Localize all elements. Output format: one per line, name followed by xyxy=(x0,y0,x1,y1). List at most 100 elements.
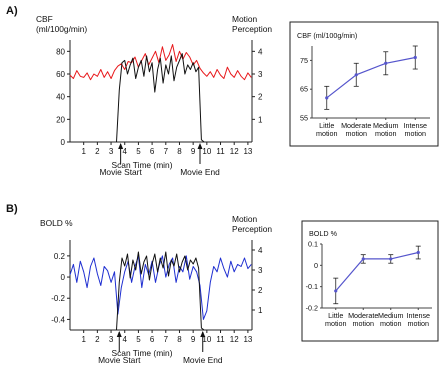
A-y-tick-right-label: 3 xyxy=(258,70,263,79)
A-y-tick-right-label: 2 xyxy=(258,93,263,102)
B-y-tick-left-label: 0 xyxy=(61,273,66,282)
inset-b-cat-label: motion xyxy=(407,319,429,328)
A-x-tick-label: 7 xyxy=(164,147,169,156)
B-x-tick-label: 8 xyxy=(177,335,182,344)
inset-b-cat-label: Medium xyxy=(378,311,404,320)
IA-y-tick-label: 65 xyxy=(300,85,308,94)
panel-a: A) CBF (ml/100g/min) Motion Perception S… xyxy=(6,5,272,177)
IB-y-tick-label: -0.2 xyxy=(306,304,318,313)
IB-series-line xyxy=(335,251,419,292)
A-y-tick-left-label: 80 xyxy=(56,47,65,56)
inset-b: BOLD % -0.2 -0.1 0 0.1 Little motion Modera… xyxy=(301,220,439,342)
A-x-tick-label: 8 xyxy=(177,147,182,156)
A-x-tick-label: 2 xyxy=(95,147,100,156)
A-series-0-line xyxy=(69,44,252,81)
inset-a-cat-label: motion xyxy=(375,129,397,138)
inset-b-frame xyxy=(301,220,439,342)
panel-b: B) BOLD % Motion Perception Scan Time (m… xyxy=(6,203,272,365)
inset-b-cat-label: Little xyxy=(328,311,343,320)
B-series-0-line xyxy=(69,255,252,320)
A-y-tick-right-label: 1 xyxy=(258,115,263,124)
B-x-tick-label: 3 xyxy=(109,335,114,344)
inset-b-cat-label: Moderate xyxy=(348,311,378,320)
B-x-tick-label: 9 xyxy=(191,335,196,344)
B-x-tick-label: 1 xyxy=(81,335,86,344)
IB-y-tick-label: -0.1 xyxy=(306,282,318,291)
inset-a-cat-label: motion xyxy=(316,129,338,138)
inset-b-cat-label: Intense xyxy=(406,311,430,320)
movie-end-label: Movie End xyxy=(183,355,223,365)
A-y-tick-left-label: 60 xyxy=(56,70,65,79)
inset-b-cat-label: motion xyxy=(325,319,347,328)
movie-start-label: Movie Start xyxy=(99,167,142,177)
panel-a-right-label-line-1: Motion xyxy=(232,14,257,24)
IA-series-line xyxy=(326,56,416,99)
A-x-tick-label: 4 xyxy=(123,147,128,156)
B-x-tick-label: 4 xyxy=(123,335,128,344)
A-x-tick-label: 6 xyxy=(150,147,155,156)
IB-point xyxy=(389,257,393,261)
B-x-tick-label: 11 xyxy=(216,335,225,344)
IA-point xyxy=(413,55,417,60)
IB-point xyxy=(361,257,365,261)
B-x-tick-label: 13 xyxy=(243,335,252,344)
inset-a-cat-label: Medium xyxy=(373,121,399,130)
inset-a-axes: 55 65 75 xyxy=(300,45,430,123)
A-x-tick-label: 9 xyxy=(191,147,196,156)
inset-a-cat-label: Moderate xyxy=(341,121,371,130)
panel-b-right-label-line-1: Motion xyxy=(232,214,257,224)
inset-a-cat-label: motion xyxy=(345,129,367,138)
B-x-tick-label: 10 xyxy=(202,335,211,344)
B-x-tick-label: 6 xyxy=(150,335,155,344)
B-y-tick-right-label: 2 xyxy=(258,286,263,295)
B-x-tick-label: 2 xyxy=(95,335,100,344)
B-series-1-line xyxy=(116,251,205,331)
IA-point xyxy=(354,73,358,77)
panel-a-right-label-line-2: Perception xyxy=(232,24,272,34)
inset-b-cat-label: motion xyxy=(380,319,402,328)
panel-b-right-label-line-2: Perception xyxy=(232,224,272,234)
panel-b-ylabel: BOLD % xyxy=(40,218,73,228)
inset-a: CBF (ml/100g/min) 55 65 75 Little motion M… xyxy=(289,21,439,147)
panel-a-ylabel-line-1: CBF xyxy=(36,14,53,24)
inset-a-cat-label: Little xyxy=(319,121,334,130)
A-y-tick-right-label: 4 xyxy=(258,47,263,56)
IA-y-tick-label: 55 xyxy=(300,114,308,123)
IB-y-tick-label: 0.1 xyxy=(308,240,318,249)
A-y-tick-left-label: 40 xyxy=(56,93,65,102)
panel-b-letter: B) xyxy=(6,203,18,215)
inset-a-cat-label: Intense xyxy=(403,121,427,130)
A-x-tick-label: 12 xyxy=(230,147,239,156)
inset-a-cat-label: motion xyxy=(404,129,426,138)
A-annotation-arrowhead xyxy=(197,143,203,149)
panel-a-letter: A) xyxy=(6,5,18,17)
A-x-tick-label: 5 xyxy=(136,147,141,156)
B-y-tick-right-label: 4 xyxy=(258,246,263,255)
IB-point xyxy=(416,250,420,255)
B-y-tick-right-label: 3 xyxy=(258,266,263,275)
inset-b-cat-label: motion xyxy=(352,319,374,328)
A-x-tick-label: 13 xyxy=(243,147,252,156)
A-y-tick-left-label: 20 xyxy=(56,115,65,124)
B-x-tick-label: 5 xyxy=(136,335,141,344)
B-y-tick-left-label: 0.2 xyxy=(54,252,66,261)
A-series-1-line xyxy=(116,53,205,143)
B-y-tick-left-label: -0.2 xyxy=(51,294,65,303)
panel-a-ylabel-line-2: (ml/100g/min) xyxy=(36,24,87,34)
B-y-tick-right-label: 1 xyxy=(258,306,263,315)
movie-start-label: Movie Start xyxy=(98,355,141,365)
A-x-tick-label: 1 xyxy=(81,147,86,156)
B-annotation-arrowhead xyxy=(200,331,206,337)
inset-b-axes: -0.2 -0.1 0 0.1 xyxy=(306,240,432,313)
inset-a-frame xyxy=(289,21,439,147)
inset-b-title: BOLD % xyxy=(309,229,338,238)
B-y-tick-left-label: -0.4 xyxy=(51,315,65,324)
movie-end-label: Movie End xyxy=(180,167,220,177)
inset-a-title: CBF (ml/100g/min) xyxy=(297,31,357,40)
A-x-tick-label: 10 xyxy=(202,147,211,156)
B-x-tick-label: 7 xyxy=(164,335,169,344)
B-x-tick-label: 12 xyxy=(230,335,239,344)
